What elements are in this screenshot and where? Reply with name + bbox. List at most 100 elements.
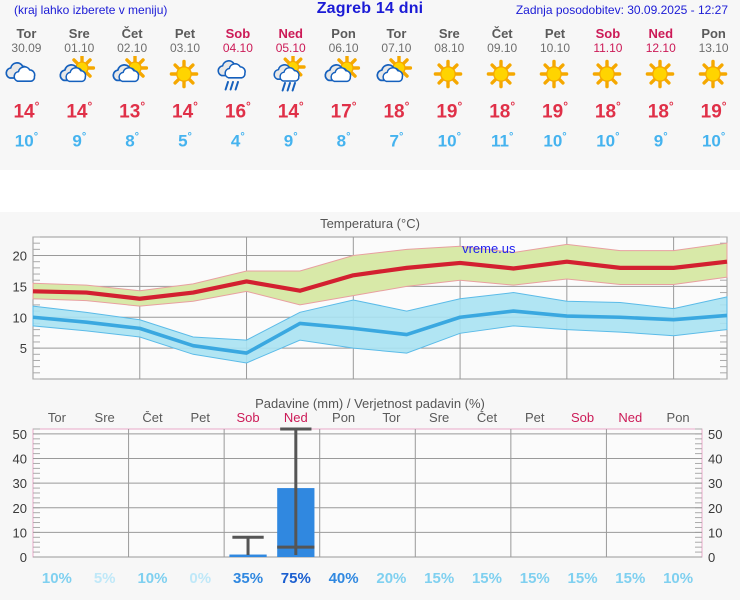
svg-text:0%: 0% <box>189 570 211 587</box>
temp-max: 14° <box>172 99 198 123</box>
svg-text:35%: 35% <box>233 570 263 587</box>
svg-text:20: 20 <box>708 501 722 516</box>
svg-text:Sob: Sob <box>236 411 259 425</box>
section-divider <box>0 170 740 212</box>
day-date: 03.10 <box>169 41 201 55</box>
precipitation-chart: Tor Sre Čet Pet Sob Ned Pon Tor Sre Čet Pet Sob Ned P… <box>13 411 723 587</box>
svg-text:Sre: Sre <box>429 411 449 425</box>
day-name: Pet <box>544 26 566 41</box>
svg-text:15%: 15% <box>424 570 454 587</box>
svg-text:0: 0 <box>20 550 27 565</box>
sunny-icon <box>634 55 687 93</box>
day-date: 06.10 <box>328 41 359 55</box>
svg-text:0: 0 <box>708 550 715 565</box>
day-column[interactable]: Čet 02.10 13° 8° <box>106 26 159 154</box>
temp-min: 10° <box>701 131 726 151</box>
day-column[interactable]: Pet 03.10 14° 5° <box>159 26 212 154</box>
svg-text:20: 20 <box>13 249 27 264</box>
temp-max: 19° <box>700 99 727 123</box>
header-bar: (kraj lahko izberete v meniju) Zagreb 14… <box>0 0 740 22</box>
day-column[interactable]: Čet 09.10 18° 11° <box>476 26 529 154</box>
svg-text:Sob: Sob <box>571 411 594 425</box>
temp-max: 13° <box>119 99 146 123</box>
day-name: Sob <box>595 26 621 41</box>
svg-text:Pon: Pon <box>332 411 355 425</box>
precipitation-chart-title: Padavine (mm) / Verjetnost padavin (%) <box>255 396 485 411</box>
svg-text:30: 30 <box>13 476 27 491</box>
day-column[interactable]: Pon 06.10 17° 8° <box>317 26 370 154</box>
day-date: 07.10 <box>381 41 412 55</box>
day-column[interactable]: Ned 05.10 14° 9° <box>264 26 317 154</box>
day-date: 10.10 <box>540 41 571 55</box>
svg-text:10: 10 <box>708 525 722 540</box>
temp-min: 10° <box>437 131 461 151</box>
svg-text:10: 10 <box>13 525 27 540</box>
svg-text:40%: 40% <box>329 570 359 587</box>
partly-sunny-icon <box>53 55 106 93</box>
sunny-icon <box>476 55 529 93</box>
sunny-icon <box>529 55 582 93</box>
day-column[interactable]: Sob 04.10 16° 4° <box>211 26 264 154</box>
location-hint: (kraj lahko izberete v meniju) <box>14 3 168 17</box>
temp-max: 19° <box>542 99 568 123</box>
svg-text:15%: 15% <box>615 570 645 587</box>
day-date: 04.10 <box>222 41 253 55</box>
temperature-chart-title: Temperatura (°C) <box>320 216 420 231</box>
svg-text:15: 15 <box>13 279 27 294</box>
temp-max: 18° <box>489 99 516 123</box>
day-column[interactable]: Pon 13.10 19° 10° <box>687 26 740 154</box>
temp-min: 4° <box>230 131 245 151</box>
temp-min: 11° <box>490 131 514 151</box>
svg-text:Čet: Čet <box>477 411 498 425</box>
day-date: 09.10 <box>487 41 518 55</box>
day-name: Čet <box>491 26 513 41</box>
day-date: 12.10 <box>645 41 676 55</box>
svg-text:Ned: Ned <box>618 411 642 425</box>
sunny-icon <box>423 55 476 93</box>
temp-max: 14° <box>13 99 40 123</box>
svg-text:5%: 5% <box>94 570 116 587</box>
partly-sunny-icon <box>370 55 423 93</box>
day-columns: Tor 30.09 14° 10° Sre 01.10 14° 9° Čet 02.10 13… <box>0 22 740 154</box>
page-title: Zagreb 14 dni <box>316 0 424 17</box>
temperature-panel: Temperatura (°C) 5 10 15 20 vreme.us <box>0 212 740 392</box>
day-column[interactable]: Tor 07.10 18° 7° <box>370 26 423 154</box>
temp-min: 9° <box>72 131 87 151</box>
temp-min: 10° <box>543 131 567 151</box>
temp-min: 8° <box>336 131 351 151</box>
temp-min: 9° <box>283 131 298 151</box>
day-name: Čet <box>121 26 143 41</box>
cloudy-icon <box>0 55 53 93</box>
sunny-icon <box>687 55 740 93</box>
svg-text:Pet: Pet <box>190 411 210 425</box>
day-date: 02.10 <box>117 41 148 55</box>
sunny-icon <box>159 55 212 93</box>
rain-icon <box>211 55 264 93</box>
day-name: Sre <box>68 26 90 41</box>
svg-text:10%: 10% <box>663 570 693 587</box>
svg-text:Tor: Tor <box>48 411 67 425</box>
temp-max: 16° <box>224 99 251 123</box>
svg-text:50: 50 <box>708 427 722 442</box>
day-column[interactable]: Pet 10.10 19° 10° <box>529 26 582 154</box>
day-column[interactable]: Sob 11.10 18° 10° <box>581 26 634 154</box>
day-name: Ned <box>278 26 303 41</box>
temp-min: 10° <box>596 131 620 151</box>
day-column[interactable]: Sre 01.10 14° 9° <box>53 26 106 154</box>
temp-min: 9° <box>653 131 668 151</box>
day-column[interactable]: Ned 12.10 18° 9° <box>634 26 687 154</box>
day-date: 05.10 <box>275 41 306 55</box>
day-column[interactable]: Sre 08.10 19° 10° <box>423 26 476 154</box>
day-date: 13.10 <box>698 41 729 55</box>
sun-rain-icon <box>264 55 317 93</box>
svg-text:vreme.us: vreme.us <box>462 241 516 256</box>
temp-max: 18° <box>383 99 410 123</box>
svg-text:10%: 10% <box>137 570 167 587</box>
svg-text:Pon: Pon <box>667 411 690 425</box>
day-name: Pet <box>174 26 196 41</box>
svg-text:15%: 15% <box>472 570 502 587</box>
day-name: Sob <box>225 26 251 41</box>
svg-text:15%: 15% <box>520 570 550 587</box>
day-column[interactable]: Tor 30.09 14° 10° <box>0 26 53 154</box>
partly-sunny-icon <box>106 55 159 93</box>
